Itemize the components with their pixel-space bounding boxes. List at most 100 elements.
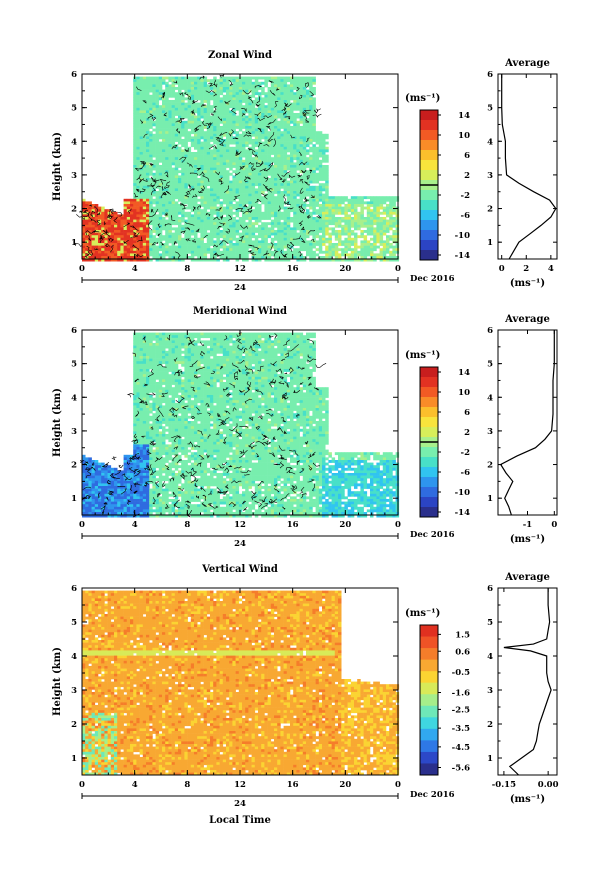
y-axis-label: Height (km) [52, 647, 63, 716]
colorbar-swatch [420, 120, 438, 130]
y-tick-label: 5 [71, 618, 77, 628]
colorbar-tick-label: -5.6 [452, 764, 470, 774]
profile-y-tick-label: 1 [487, 238, 493, 248]
colorbar-swatch [420, 683, 438, 695]
profile-x-tick-label: 4 [548, 264, 554, 274]
colorbar-swatch [420, 130, 438, 140]
profile-y-tick-label: 1 [487, 754, 493, 764]
chart-title: Vertical Wind [201, 564, 278, 575]
profile-y-tick-label: 6 [487, 326, 493, 336]
y-tick-label: 5 [71, 104, 77, 114]
colorbar-tick-label: 6 [464, 151, 470, 161]
heatmap-field [80, 333, 399, 518]
colorbar-tick-label: 2 [464, 171, 470, 181]
date-axis-day: 24 [234, 283, 246, 293]
colorbar-tick-label: -4.5 [452, 743, 470, 753]
colorbar-swatch [420, 507, 438, 517]
x-tick-label: 8 [184, 780, 190, 790]
y-tick-label: 5 [71, 360, 77, 370]
x-tick-label: 0 [395, 520, 401, 530]
colorbar-swatch [420, 150, 438, 160]
colorbar-swatch [420, 487, 438, 497]
colorbar: 1.50.6-0.5-1.6-2.5-3.5-4.5-5.6(ms⁻¹) [405, 608, 470, 775]
x-tick-label: 0 [395, 264, 401, 274]
x-tick-label: 8 [184, 264, 190, 274]
colorbar-tick-label: 6 [464, 408, 470, 418]
profile-y-tick-label: 6 [487, 70, 493, 80]
profile-x-label: (ms⁻¹) [510, 278, 545, 289]
colorbar-tick-label: 1.5 [455, 630, 470, 640]
colorbar-swatch [420, 752, 438, 764]
colorbar-unit: (ms⁻¹) [405, 350, 440, 361]
colorbar-tick-label: 14 [458, 111, 470, 121]
colorbar-swatch [420, 648, 438, 660]
colorbar-tick-label: -10 [455, 231, 470, 241]
y-tick-label: 6 [71, 326, 77, 336]
colorbar-tick-label: -2 [461, 448, 471, 458]
colorbar-swatch [420, 220, 438, 230]
colorbar-tick-label: 2 [464, 428, 470, 438]
chart-title: Zonal Wind [208, 50, 272, 61]
colorbar-swatch [420, 497, 438, 507]
x-tick-label: 4 [132, 520, 138, 530]
colorbar-tick-label: -3.5 [452, 724, 470, 734]
colorbar-swatch [420, 230, 438, 240]
date-axis-month: Dec 2016 [410, 530, 455, 540]
colorbar-tick-label: 0.6 [455, 647, 470, 657]
profile-y-tick-label: 5 [487, 360, 493, 370]
colorbar-swatch [420, 740, 438, 752]
colorbar-swatch [420, 397, 438, 407]
profile-x-tick-label: 0 [499, 264, 505, 274]
y-tick-label: 2 [71, 205, 77, 215]
x-tick-label: 20 [339, 780, 351, 790]
x-tick-label: 0 [79, 520, 85, 530]
profile-y-tick-label: 3 [487, 686, 493, 696]
colorbar-swatch [420, 377, 438, 387]
profile-frame [498, 330, 557, 515]
y-tick-label: 3 [71, 171, 77, 181]
profile-y-tick-label: 1 [487, 494, 493, 504]
colorbar-swatch [420, 694, 438, 706]
y-tick-label: 3 [71, 427, 77, 437]
profile-x-tick-label: 0 [551, 520, 557, 530]
y-tick-label: 4 [71, 652, 77, 662]
date-axis-day: 24 [234, 539, 246, 549]
profile-x-label: (ms⁻¹) [510, 794, 545, 805]
x-tick-label: 12 [234, 520, 246, 530]
x-tick-label: 20 [339, 520, 351, 530]
y-tick-label: 2 [71, 461, 77, 471]
colorbar-tick-label: 10 [458, 388, 470, 398]
profile-x-tick-label: 0.00 [538, 780, 559, 790]
profile-y-tick-label: 3 [487, 427, 493, 437]
profile-title: Average [504, 572, 550, 583]
colorbar-swatch [420, 477, 438, 487]
y-tick-label: 6 [71, 584, 77, 594]
colorbar-swatch [420, 729, 438, 741]
x-axis-label: Local Time [209, 815, 271, 826]
colorbar-tick-label: -10 [455, 488, 470, 498]
profile-y-tick-label: 6 [487, 584, 493, 594]
colorbar-swatch [420, 467, 438, 477]
colorbar-tick-label: -6 [461, 468, 471, 478]
colorbar-swatch [420, 200, 438, 210]
colorbar-tick-label: -2.5 [452, 705, 470, 715]
profile-line [502, 74, 556, 259]
colorbar-swatch [420, 170, 438, 180]
profile-x-tick-label: -1 [523, 520, 533, 530]
colorbar-swatch [420, 160, 438, 170]
x-tick-label: 0 [79, 264, 85, 274]
profile-frame [498, 74, 557, 259]
colorbar-swatch [420, 110, 438, 120]
heatmap-field [75, 75, 399, 262]
chart-title: Meridional Wind [193, 306, 287, 317]
colorbar-swatch [420, 210, 438, 220]
colorbar-swatch [420, 140, 438, 150]
colorbar-swatch [420, 671, 438, 683]
colorbar-swatch [420, 417, 438, 427]
y-axis-label: Height (km) [52, 132, 63, 201]
